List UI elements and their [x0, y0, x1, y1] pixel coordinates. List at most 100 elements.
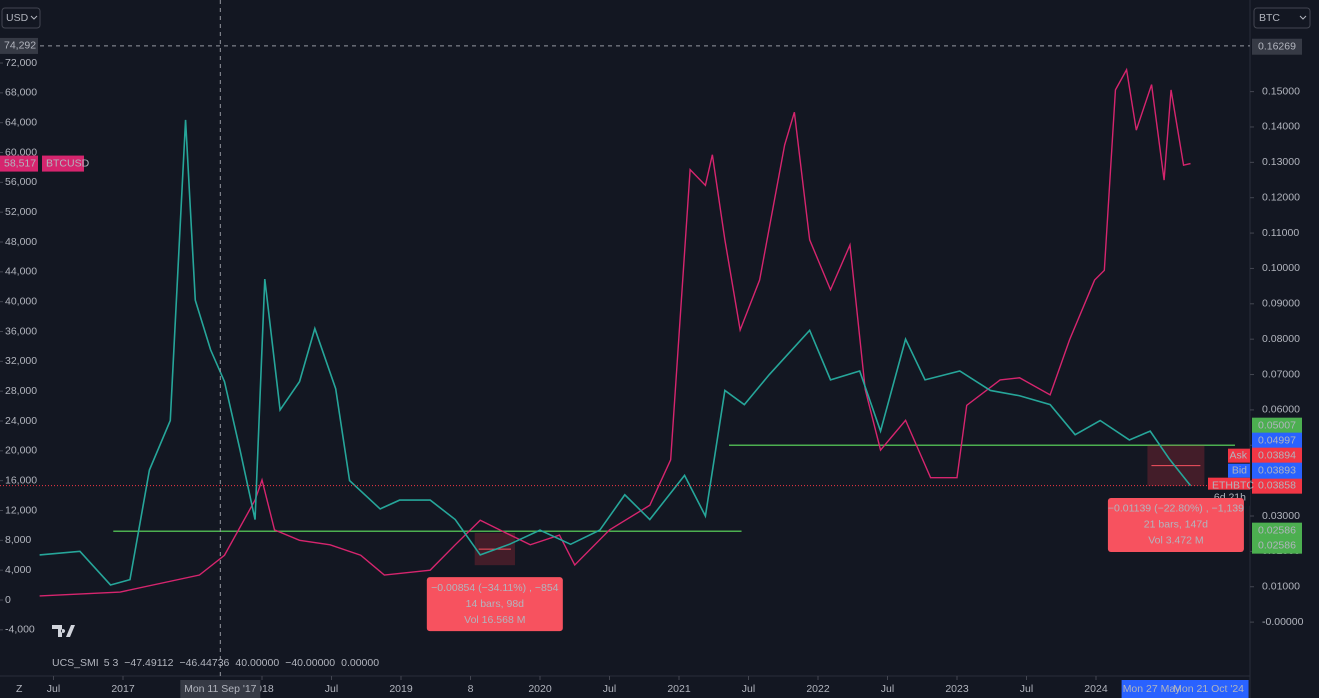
indicator-name: UCS_SMI: [52, 657, 99, 669]
crosshair-y-tag: [0, 37, 38, 54]
right-currency-select[interactable]: [1253, 7, 1311, 29]
dropdown-icon: [1299, 15, 1307, 20]
y2-tick-label: 0.12000: [1262, 191, 1300, 203]
y-tick-label: 12,000: [5, 504, 37, 516]
price-tag-name-box: [1228, 448, 1250, 463]
y-tick-label: 36,000: [5, 325, 37, 337]
indicator-value: −40.00000: [285, 657, 335, 669]
crosshair-y2-tag: [1252, 38, 1302, 55]
indicator-value: 0.00000: [341, 657, 379, 669]
measure-label: Vol 16.568 M: [464, 614, 525, 626]
y-tick-label: 52,000: [5, 206, 37, 218]
plot-area: [0, 67, 1250, 597]
x-tick-label: Jul: [603, 683, 616, 695]
y2-tick-label: -0.00000: [1262, 616, 1304, 628]
tradingview-logo: [52, 625, 75, 637]
dropdown-icon: [30, 15, 38, 20]
last-value-label: 0.03858: [1258, 479, 1296, 491]
y2-tick-label: 0.06000: [1262, 404, 1300, 416]
y-tick-label: 20,000: [5, 445, 37, 457]
series-line: [39, 67, 1191, 597]
series-name: BTCUSD: [46, 157, 90, 169]
indicator-params: 5 3: [104, 657, 119, 669]
scroll-icon[interactable]: Z: [16, 683, 23, 695]
y2-tick-label: 0.10000: [1262, 262, 1300, 274]
y-tick-label: 44,000: [5, 266, 37, 278]
range-label: Mon 21 Oct '24: [1173, 683, 1244, 695]
price-tag: [1252, 537, 1302, 554]
y-tick-label: 4,000: [5, 564, 31, 576]
last-value-tag: [1252, 477, 1302, 494]
measure-label: −0.00854 (−34.11%) , −854: [431, 582, 559, 594]
x-tick-label: 2017: [111, 683, 135, 695]
last-value-tag: [0, 155, 38, 172]
indicator-value: −47.49112: [124, 657, 173, 669]
y2-tick-label: 0.09000: [1262, 298, 1300, 310]
indicator-value: −46.44736: [179, 657, 229, 669]
measure-label: Vol 3.472 M: [1148, 535, 1203, 547]
right-currency: BTC: [1259, 12, 1280, 24]
x-tick-label: Jul: [1020, 683, 1033, 695]
y2-tick-label: 0.13000: [1262, 156, 1300, 168]
y-tick-label: 28,000: [5, 385, 37, 397]
y2-tick-label: 0.01000: [1262, 581, 1300, 593]
x-tick-label: 2020: [528, 683, 552, 695]
price-tag-label: 0.02586: [1258, 524, 1296, 536]
price-tag: [1252, 417, 1302, 434]
price-tag: [1252, 432, 1302, 449]
y-tick-label: 40,000: [5, 295, 37, 307]
series-line: [39, 119, 1192, 586]
x-tick-label: 8: [468, 683, 474, 695]
x-tick-label: Jul: [47, 683, 60, 695]
crosshair-x-label: Mon 11 Sep '17: [184, 683, 257, 695]
crosshair-y-label: 74,292: [4, 40, 36, 52]
y-tick-label: 32,000: [5, 355, 37, 367]
price-tag: [1252, 447, 1302, 464]
measure-label: 21 bars, 147d: [1144, 519, 1208, 531]
range-label: Mon 27 May: [1123, 683, 1182, 695]
price-tag: [1252, 462, 1302, 479]
price-tag-name: Bid: [1232, 464, 1247, 476]
y-tick-label: 72,000: [5, 57, 37, 69]
measure-label-box: [426, 577, 563, 632]
left-currency-select[interactable]: [1, 7, 41, 29]
y-tick-label: 68,000: [5, 87, 37, 99]
price-tag-label: 0.05007: [1258, 419, 1296, 431]
y-tick-label: 64,000: [5, 116, 37, 128]
y-tick-label: 60,000: [5, 146, 37, 158]
measure-label: 14 bars, 98d: [466, 598, 525, 610]
y2-tick-label: 0.08000: [1262, 333, 1300, 345]
price-tag-label: 0.03894: [1258, 449, 1296, 461]
x-tick-label: 2019: [389, 683, 413, 695]
y2-tick-label: 0.03000: [1262, 510, 1300, 522]
y-tick-label: 56,000: [5, 176, 37, 188]
price-tag-label: 0.03893: [1258, 464, 1296, 476]
indicator-value: 40.00000: [235, 657, 279, 669]
x-tick-label: Jul: [742, 683, 755, 695]
y-tick-label: 24,000: [5, 415, 37, 427]
y2-tick-label: 0.14000: [1262, 121, 1300, 133]
crosshair-y2-label: 0.16269: [1258, 41, 1296, 53]
last-value-label: 58,517: [4, 157, 36, 169]
y2-tick-label: 0.15000: [1262, 85, 1300, 97]
y2-tick-label: 0.11000: [1262, 227, 1299, 239]
y-tick-label: 8,000: [5, 534, 31, 546]
crosshair-x-tag: [180, 680, 261, 698]
price-tag-name-box: [1228, 463, 1250, 478]
series-name-tag: [42, 155, 84, 172]
x-tick-label: Jul: [881, 683, 894, 695]
series-name: ETHBTC: [1212, 479, 1254, 491]
measure-label-box: [1107, 497, 1244, 552]
y-tick-label: 48,000: [5, 236, 37, 248]
y2-tick-label: 0.07000: [1262, 368, 1300, 380]
y-tick-label: 16,000: [5, 474, 37, 486]
y-tick-label: -4,000: [5, 624, 35, 636]
range-highlight: [1121, 680, 1249, 698]
measure-label: −0.01139 (−22.80%) , −1,139: [1108, 503, 1244, 515]
x-tick-label: 2022: [806, 683, 830, 695]
x-tick-label: 2023: [945, 683, 969, 695]
price-tag-label: 0.02586: [1258, 539, 1296, 551]
